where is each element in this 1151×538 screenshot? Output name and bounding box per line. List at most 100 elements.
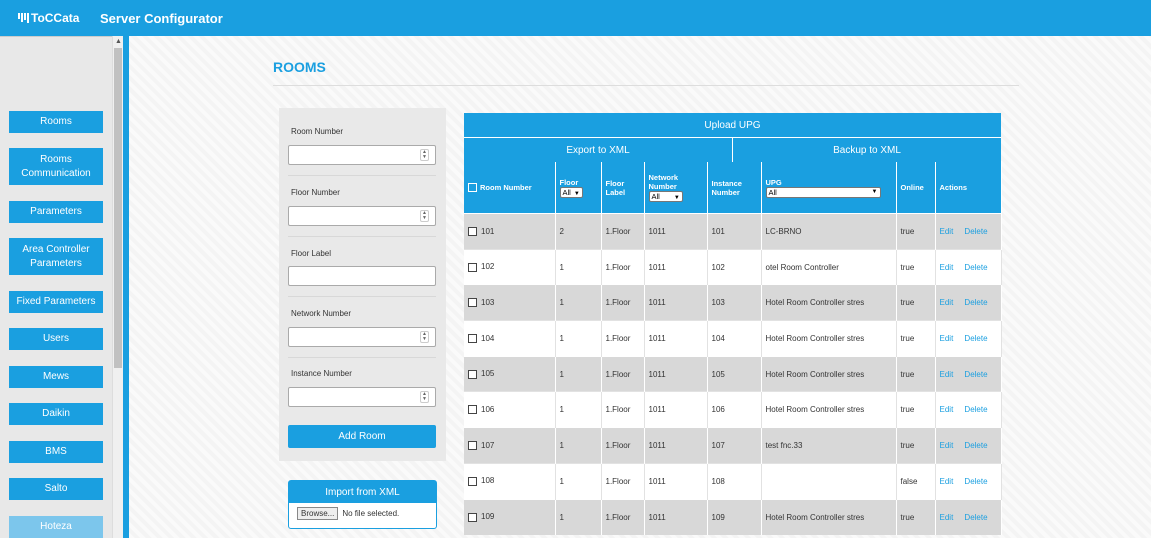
scroll-up-arrow-icon[interactable]: ▲ [115,38,122,45]
edit-link[interactable]: Edit [939,512,954,522]
delete-link[interactable]: Delete [964,262,988,272]
table-row: 102 1 1.Floor 1011 102 otel Room Controller tr… [464,248,1002,285]
row-checkbox[interactable] [468,512,477,522]
row-checkbox[interactable] [468,476,477,486]
app-logo[interactable]: ToCCata [18,10,80,26]
table-row: 105 1 1.Floor 1011 105 Hotel Room Controller … [464,355,1002,392]
cell-online: true [896,498,936,535]
spinner-icon[interactable]: ▲ ▼ [420,210,429,222]
edit-link[interactable]: Edit [939,262,954,272]
delete-link[interactable]: Delete [964,298,988,308]
cell-floor: 1 [555,498,602,535]
cell-online: true [896,355,936,392]
cell-instance: 101 [707,213,762,250]
cell-floor: 2 [555,213,602,250]
row-checkbox[interactable] [468,405,477,415]
network-number-input[interactable]: ▲ ▼ [288,327,436,347]
instance-number-label: Instance Number [291,369,352,378]
table-row: 104 1 1.Floor 1011 104 Hotel Room Controller … [464,320,1002,357]
sidebar-item-daikin[interactable]: Daikin [9,403,103,425]
sidebar-item-parameters[interactable]: Parameters [9,201,103,223]
cell-network: 1011 [644,248,708,285]
cell-instance: 105 [707,355,762,392]
delete-link[interactable]: Delete [964,226,988,236]
sidebar-item-users[interactable]: Users [9,328,103,350]
delete-link[interactable]: Delete [964,333,988,343]
delete-link[interactable]: Delete [964,476,988,486]
row-checkbox[interactable] [468,441,477,451]
header-actions: Actions [935,161,1002,214]
cell-floor-label: 1.Floor [601,498,645,535]
page-title: ROOMS [273,59,326,75]
delete-link[interactable]: Delete [964,405,988,415]
delete-link[interactable]: Delete [964,512,988,522]
row-checkbox[interactable] [468,227,477,237]
delete-link[interactable]: Delete [964,369,988,379]
scroll-thumb[interactable] [114,48,122,368]
cell-upg [761,462,897,499]
table-row: 109 1 1.Floor 1011 109 Hotel Room Controller … [464,498,1002,535]
sidebar-item-fixed-parameters[interactable]: Fixed Parameters [9,291,103,313]
row-checkbox[interactable] [468,334,477,344]
sidebar-item-area-controller-parameters[interactable]: Area Controller Parameters [9,238,103,275]
upg-filter-select[interactable]: All ▼ [765,186,881,198]
edit-link[interactable]: Edit [939,298,954,308]
backup-xml-button[interactable]: Backup to XML [732,138,1001,162]
rooms-table: Room Number Floor All ▼ Floor Label Networ… [464,161,1002,535]
floor-filter-select[interactable]: All ▼ [559,186,583,198]
cell-upg: Hotel Room Controller stres [761,284,897,321]
instance-number-input[interactable]: ▲ ▼ [288,387,436,407]
edit-link[interactable]: Edit [939,440,954,450]
edit-link[interactable]: Edit [939,369,954,379]
spinner-icon[interactable]: ▲ ▼ [420,149,429,161]
export-bar: Export to XML Backup to XML [464,137,1001,162]
export-xml-button[interactable]: Export to XML [464,138,732,162]
sidebar-item-mews[interactable]: Mews [9,366,103,388]
sidebar-item-salto[interactable]: Salto [9,478,103,500]
logo-text: ToCCata [31,11,80,25]
sidebar-item-rooms-communication[interactable]: Rooms Communication [9,148,103,185]
network-filter-select[interactable]: All ▼ [648,191,683,202]
floor-number-input[interactable]: ▲ ▼ [288,206,436,226]
table-row: 101 2 1.Floor 1011 101 LC-BRNO true Edit Delete [464,213,1002,250]
edit-link[interactable]: Edit [939,226,954,236]
sidebar-item-bms[interactable]: BMS [9,441,103,463]
cell-actions: Edit Delete [935,498,1002,535]
sidebar: Rooms Rooms Communication Parameters Are… [0,36,112,538]
select-all-checkbox[interactable] [468,183,477,193]
sidebar-item-hoteza[interactable]: Hoteza [9,516,103,538]
cell-network: 1011 [644,462,708,499]
add-room-form: Room Number ▲ ▼ Floor Number ▲ ▼ Floor Lab… [279,108,446,461]
floor-label-input[interactable] [288,266,436,286]
add-room-button[interactable]: Add Room [288,425,436,448]
sidebar-scrollbar[interactable]: ▲ [112,36,123,538]
row-checkbox[interactable] [468,369,477,379]
network-number-label: Network Number [291,309,352,318]
row-checkbox[interactable] [468,262,477,272]
sidebar-item-rooms[interactable]: Rooms [9,111,103,133]
cell-upg: otel Room Controller [761,248,897,285]
spinner-icon[interactable]: ▲ ▼ [420,331,429,343]
edit-link[interactable]: Edit [939,476,954,486]
table-row: 107 1 1.Floor 1011 107 test fnc.33 true Edit De… [464,427,1002,464]
spinner-icon[interactable]: ▲ ▼ [420,391,429,403]
form-separator [288,357,436,358]
delete-link[interactable]: Delete [964,440,988,450]
edit-link[interactable]: Edit [939,405,954,415]
upload-upg-button[interactable]: Upload UPG [464,113,1001,137]
edit-link[interactable]: Edit [939,333,954,343]
cell-network: 1011 [644,284,708,321]
cell-online: true [896,284,936,321]
cell-online: true [896,427,936,464]
room-number-input[interactable]: ▲ ▼ [288,145,436,165]
table-row: 108 1 1.Floor 1011 108 false Edit Delete [464,462,1002,499]
cell-floor-label: 1.Floor [601,427,645,464]
cell-actions: Edit Delete [935,320,1002,357]
cell-room: 106 [464,391,556,428]
cell-upg: Hotel Room Controller stres [761,498,897,535]
cell-actions: Edit Delete [935,284,1002,321]
browse-button[interactable]: Browse... [297,507,339,520]
header-room-number[interactable]: Room Number [464,161,556,214]
row-checkbox[interactable] [468,298,477,308]
table-row: 106 1 1.Floor 1011 106 Hotel Room Controller … [464,391,1002,428]
